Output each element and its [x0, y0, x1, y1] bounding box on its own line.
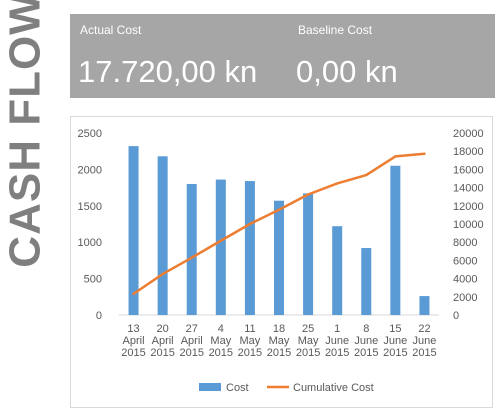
baseline-cost-label: Baseline Cost — [298, 23, 373, 37]
x-tick-label: June — [354, 335, 378, 347]
y2-tick-label: 14000 — [453, 183, 484, 195]
legend-cost-label: Cost — [226, 382, 249, 394]
cost-bar — [244, 181, 255, 315]
kpi-baseline-cost: Baseline Cost 0,00 kn — [288, 14, 495, 98]
cash-flow-chart: 0 500 1000 1500 2000 2500 0 2000 4000 6000 8000 100… — [70, 116, 493, 408]
y-tick-label: 1500 — [78, 201, 102, 213]
chart-svg: 0 500 1000 1500 2000 2500 0 2000 4000 6000 8000 100… — [78, 128, 484, 394]
cost-bar — [361, 248, 372, 315]
x-tick-label: 2015 — [325, 347, 349, 359]
side-title-text: CASH FLOW — [1, 0, 50, 268]
y-tick-label: 1000 — [78, 237, 102, 249]
x-tick-label: 2015 — [150, 347, 174, 359]
x-tick-label: 11 — [244, 323, 255, 335]
x-tick-label: April — [152, 335, 174, 347]
x-tick-label: 2015 — [412, 347, 436, 359]
x-tick-label: 2015 — [121, 347, 145, 359]
actual-cost-label: Actual Cost — [80, 23, 142, 37]
x-tick-label: 4 — [218, 323, 224, 335]
y-tick-label: 0 — [96, 310, 102, 322]
x-tick-label: 2015 — [238, 347, 262, 359]
x-tick-label: June — [413, 335, 437, 347]
x-tick-label: April — [181, 335, 203, 347]
x-tick-label: May — [210, 335, 231, 347]
side-title: CASH FLOW — [0, 0, 52, 268]
cost-bar — [157, 156, 168, 315]
x-tick-label: 2015 — [267, 347, 291, 359]
cost-bar — [419, 296, 430, 315]
x-tick-label: May — [269, 335, 290, 347]
x-tick-label: 13 — [127, 323, 139, 335]
y2-tick-label: 2000 — [453, 292, 477, 304]
x-tick-label: 2015 — [296, 347, 320, 359]
legend-cost-swatch — [199, 383, 221, 391]
cumulative-cost-line — [132, 152, 426, 296]
kpi-bar: Actual Cost 17.720,00 kn Baseline Cost 0… — [70, 14, 495, 98]
y2-tick-label: 6000 — [453, 255, 477, 267]
x-tick-label: 18 — [273, 323, 285, 335]
x-tick-label: June — [383, 335, 407, 347]
y2-tick-label: 10000 — [453, 219, 484, 231]
baseline-cost-value: 0,00 kn — [296, 54, 398, 89]
x-tick-label: 25 — [302, 323, 314, 335]
x-tick-label: 2015 — [209, 347, 233, 359]
kpi-actual-cost: Actual Cost 17.720,00 kn — [70, 14, 288, 98]
cost-bar — [186, 183, 197, 315]
y2-tick-label: 12000 — [453, 201, 484, 213]
cost-bar — [303, 193, 314, 315]
cost-bar — [215, 179, 226, 315]
cost-bar — [128, 146, 139, 315]
x-tick-label: 8 — [363, 323, 369, 335]
y2-tick-label: 20000 — [453, 128, 484, 140]
x-tick-label: June — [325, 335, 349, 347]
x-tick-label: 1 — [334, 323, 340, 335]
actual-cost-value: 17.720,00 kn — [78, 54, 258, 89]
x-tick-label: May — [298, 335, 319, 347]
legend-cumulative-label: Cumulative Cost — [293, 382, 374, 394]
x-tick-label: 2015 — [383, 347, 407, 359]
y-tick-label: 2000 — [78, 164, 102, 176]
cost-bar — [274, 200, 284, 315]
x-tick-label: 27 — [186, 323, 198, 335]
x-tick-label: 15 — [389, 323, 401, 335]
y2-tick-label: 8000 — [453, 237, 477, 249]
y2-tick-label: 18000 — [453, 146, 484, 158]
y2-tick-label: 4000 — [453, 274, 477, 286]
x-tick-label: May — [240, 335, 261, 347]
y2-tick-label: 0 — [453, 310, 459, 322]
y-tick-label: 2500 — [78, 128, 102, 140]
x-tick-label: 22 — [418, 323, 430, 335]
cost-bar — [390, 165, 401, 315]
y-tick-label: 500 — [84, 274, 102, 286]
cost-bar — [332, 226, 343, 315]
x-tick-label: 20 — [157, 323, 169, 335]
x-tick-label: April — [123, 335, 145, 347]
x-tick-label: 2015 — [354, 347, 378, 359]
x-tick-label: 2015 — [179, 347, 203, 359]
y2-tick-label: 16000 — [453, 164, 484, 176]
